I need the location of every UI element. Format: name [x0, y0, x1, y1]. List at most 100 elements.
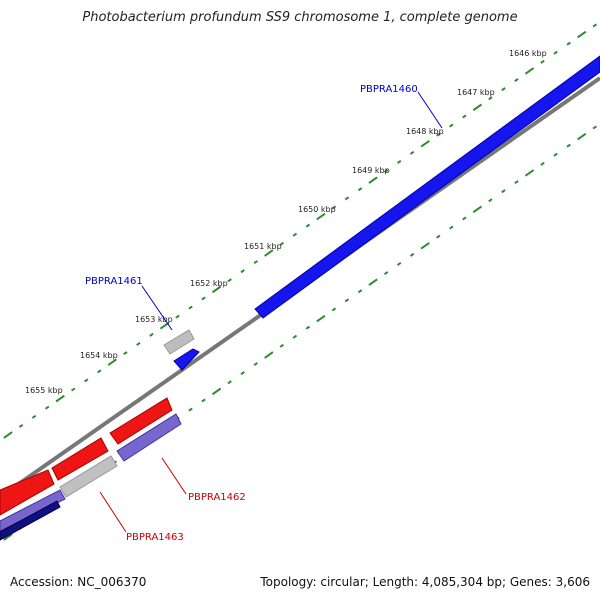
outer-row-tick [175, 314, 180, 319]
outer-row-tick [44, 405, 50, 410]
inner-row-tick [279, 343, 284, 348]
inner-row-tick [368, 278, 378, 286]
outer-row-tick [524, 67, 535, 75]
outer-row-tick [501, 87, 506, 92]
rna-feature-2[interactable] [0, 489, 66, 532]
scale-label: 1647 kbp [457, 88, 495, 97]
inner-row-tick [305, 325, 311, 330]
inner-row-tick [462, 216, 467, 221]
inner-row-tick [201, 398, 206, 403]
gene-PBPRA1461-arrow[interactable] [173, 348, 200, 371]
scale-labels: 1646 kbp 1647 kbp 1648 kbp 1649 kbp 1650 kbp… [25, 49, 547, 395]
gray-feature-lower[interactable] [59, 455, 118, 498]
outer-row-tick [553, 50, 558, 55]
inner-row-tick [553, 152, 558, 157]
inner-row-tick [316, 314, 326, 323]
outer-row-tick [436, 132, 441, 137]
label-PBPRA1460[interactable]: PBPRA1460 [360, 84, 418, 95]
inner-row-tick [524, 169, 535, 177]
leader-PBPRA1462 [161, 457, 187, 495]
gray-feature-upper[interactable] [163, 329, 195, 355]
outer-row-tick [449, 123, 454, 128]
label-PBPRA1463[interactable]: PBPRA1463 [126, 532, 184, 543]
gene-red-2-arrow[interactable] [51, 437, 109, 481]
navy-feature[interactable] [0, 500, 61, 541]
outer-row-tick [227, 278, 232, 283]
outer-row-tick [420, 140, 430, 148]
outer-row-tick [472, 103, 483, 112]
scale-label: 1649 kbp [352, 166, 390, 175]
outer-row-tick [264, 249, 274, 257]
inner-row-tick [331, 307, 337, 312]
outer-row-tick [97, 369, 102, 374]
outer-row-tick [488, 96, 493, 101]
gene-PBPRA1460-arrow[interactable] [254, 55, 600, 319]
scale-label: 1646 kbp [509, 49, 547, 58]
outer-row-tick [84, 378, 89, 383]
outer-row-tick [577, 30, 587, 39]
label-PBPRA1461[interactable]: PBPRA1461 [85, 276, 143, 287]
outer-row-tick [253, 260, 258, 265]
outer-row-tick [3, 431, 13, 439]
inner-row-tick [501, 189, 506, 194]
leader-PBPRA1463 [99, 491, 127, 533]
inner-row-tick [540, 161, 545, 166]
outer-row-tick [357, 187, 363, 192]
summary-text: Topology: circular; Length: 4,085,304 bp… [260, 575, 590, 589]
leader-PBPRA1460 [417, 91, 443, 129]
inner-row-tick [344, 298, 350, 303]
inner-row-tick [396, 261, 402, 266]
inner-row-tick [292, 334, 298, 339]
outer-row-tick [344, 196, 350, 201]
outer-row-tick [462, 114, 467, 119]
outer-row-tick [18, 423, 24, 428]
inner-row-tick [449, 225, 454, 230]
scale-label: 1653 kbp [135, 315, 173, 324]
inner-row-tick [357, 289, 363, 294]
outer-row-tick [201, 296, 206, 301]
inner-row-tick [436, 234, 441, 239]
gene-red-1-arrow[interactable] [109, 397, 173, 445]
outer-row-tick [136, 341, 141, 346]
rna-feature-1[interactable] [116, 413, 182, 462]
outer-row-tick [71, 387, 76, 392]
outer-row-tick [305, 223, 311, 228]
accession-text: Accession: NC_006370 [10, 575, 147, 589]
scale-label: 1655 kbp [25, 386, 63, 395]
outer-row-tick [240, 269, 245, 274]
leader-PBPRA1461 [141, 285, 173, 331]
outer-row-tick [31, 414, 37, 419]
outer-row-tick [123, 351, 128, 356]
inner-row-tick [577, 132, 587, 141]
outer-row-tick [316, 212, 326, 221]
inner-row-tick [472, 205, 483, 214]
outer-row-tick [566, 41, 571, 46]
outer-row-tick [368, 176, 378, 184]
inner-row-tick [383, 271, 389, 276]
inner-row-tick [488, 198, 493, 203]
inner-row-tick [253, 362, 258, 367]
inner-row-tick [188, 407, 193, 412]
outer-row-tick [396, 159, 402, 164]
inner-row-tick [211, 387, 222, 396]
map-title: Photobacterium profundum SS9 chromosome … [82, 10, 518, 25]
outer-row-tick [514, 78, 519, 83]
gene-red-3-arrow[interactable] [0, 469, 55, 516]
inner-row-tick [227, 380, 232, 385]
outer-row-tick [292, 232, 298, 237]
scale-label: 1654 kbp [80, 351, 118, 360]
outer-row-tick [540, 59, 545, 64]
outer-row-tick [409, 150, 415, 155]
outer-row-tick [331, 205, 337, 210]
inner-row-tick [409, 252, 415, 257]
inner-row-tick [592, 125, 597, 130]
outer-row-tick [279, 241, 284, 246]
outer-row-tick [188, 305, 193, 310]
inner-row-tick [264, 351, 274, 359]
scale-label: 1648 kbp [406, 127, 444, 136]
label-PBPRA1462[interactable]: PBPRA1462 [188, 492, 246, 503]
inner-row-tick [566, 143, 571, 148]
outer-row-tick [107, 358, 117, 366]
scale-label: 1652 kbp [190, 279, 228, 288]
